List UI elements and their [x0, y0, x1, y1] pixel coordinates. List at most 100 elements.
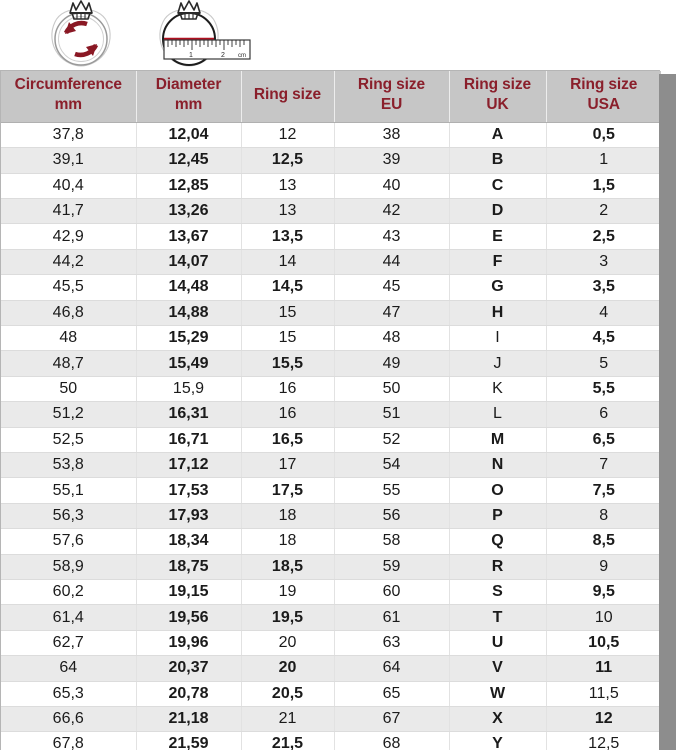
cell-ring-size: 15 [241, 300, 335, 327]
table-row: 67,8 21,59 21,5 68 Y 12,5 [1, 731, 661, 750]
cell-ring-size: 20 [241, 630, 335, 657]
cell-circumference: 48 [1, 325, 137, 352]
header-row: Circumference mm Diameter mm Ring size R… [1, 71, 661, 123]
header-title: Diameter [155, 76, 222, 93]
cell-ring-size-eu: 42 [334, 198, 450, 225]
cell-circumference: 37,8 [1, 122, 137, 149]
cell-ring-size: 18 [241, 528, 335, 555]
cell-ring-size-usa: 9 [546, 554, 661, 580]
cell-circumference: 53,8 [1, 452, 137, 479]
cell-ring-size: 12,5 [241, 147, 335, 174]
cell-ring-size-usa: 10,5 [546, 630, 661, 657]
cell-circumference: 65,3 [1, 681, 137, 707]
cell-diameter: 21,59 [136, 731, 242, 750]
cell-ring-size-uk: T [449, 604, 547, 631]
cell-ring-size-usa: 2,5 [546, 223, 661, 250]
table-row: 41,7 13,26 13 42 D 2 [1, 198, 661, 225]
table-row: 57,6 18,34 18 58 Q 8,5 [1, 528, 661, 555]
cell-ring-size-uk: C [449, 173, 547, 200]
cell-ring-size-usa: 5,5 [546, 376, 661, 403]
cell-ring-size-uk: L [449, 401, 547, 428]
cell-diameter: 12,85 [136, 173, 242, 200]
cell-diameter: 19,15 [136, 579, 242, 606]
cell-diameter: 15,9 [136, 376, 242, 403]
header-title: Circumference [14, 76, 122, 93]
cell-ring-size-usa: 3 [546, 249, 661, 276]
column-header-ring-size: Ring size [241, 71, 335, 123]
column-header-circumference: Circumference mm [1, 71, 137, 123]
cell-ring-size-uk: S [449, 579, 547, 606]
cell-ring-size: 19 [241, 579, 335, 606]
cell-diameter: 12,04 [136, 122, 242, 149]
ring-diameter-icon: 1 2 cm [146, 0, 262, 70]
cell-ring-size-eu: 45 [334, 274, 450, 301]
cell-diameter: 21,18 [136, 706, 242, 733]
ring-size-table-container: Circumference mm Diameter mm Ring size R… [0, 70, 661, 750]
cell-diameter: 18,75 [136, 554, 242, 580]
cell-ring-size-usa: 4,5 [546, 325, 661, 352]
cell-ring-size-eu: 68 [334, 731, 450, 750]
header-title: Ring size [463, 76, 532, 93]
cell-circumference: 48,7 [1, 350, 137, 377]
cell-ring-size-usa: 9,5 [546, 579, 661, 606]
cell-circumference: 40,4 [1, 173, 137, 200]
cell-ring-size: 17,5 [241, 477, 335, 504]
cell-diameter: 20,78 [136, 681, 242, 707]
cell-ring-size-uk: F [449, 249, 547, 276]
cell-ring-size: 18,5 [241, 554, 335, 580]
table-row: 48,7 15,49 15,5 49 J 5 [1, 350, 661, 377]
cell-diameter: 17,53 [136, 477, 242, 504]
column-header-ring-size-uk: Ring size UK [449, 71, 547, 123]
table-row: 40,4 12,85 13 40 C 1,5 [1, 173, 661, 200]
header-sub: EU [380, 96, 403, 114]
cell-ring-size-eu: 47 [334, 300, 450, 327]
cell-circumference: 41,7 [1, 198, 137, 225]
header-sub: mm [54, 96, 82, 114]
cell-ring-size-usa: 11,5 [546, 681, 661, 707]
cell-ring-size-uk: G [449, 274, 547, 301]
cell-diameter: 20,37 [136, 655, 242, 682]
cell-circumference: 64 [1, 655, 137, 682]
cell-ring-size-eu: 52 [334, 427, 450, 453]
cell-ring-size-usa: 3,5 [546, 274, 661, 301]
cell-ring-size-uk: O [449, 477, 547, 504]
cell-circumference: 56,3 [1, 503, 137, 530]
cell-ring-size-usa: 1,5 [546, 173, 661, 200]
cell-circumference: 46,8 [1, 300, 137, 327]
cell-ring-size-uk: U [449, 630, 547, 657]
cell-circumference: 58,9 [1, 554, 137, 580]
cell-ring-size-eu: 49 [334, 350, 450, 377]
cell-ring-size-eu: 38 [334, 122, 450, 149]
cell-circumference: 61,4 [1, 604, 137, 631]
cell-ring-size-usa: 11 [546, 655, 661, 682]
cell-ring-size-uk: V [449, 655, 547, 682]
cell-circumference: 42,9 [1, 223, 137, 250]
cell-ring-size-eu: 58 [334, 528, 450, 555]
table-row: 60,2 19,15 19 60 S 9,5 [1, 579, 661, 606]
cell-circumference: 52,5 [1, 427, 137, 453]
cell-ring-size: 21 [241, 706, 335, 733]
table-row: 45,5 14,48 14,5 45 G 3,5 [1, 274, 661, 301]
table-row: 37,8 12,04 12 38 A 0,5 [1, 122, 661, 149]
cell-ring-size-usa: 4 [546, 300, 661, 327]
cell-circumference: 60,2 [1, 579, 137, 606]
table-row: 64 20,37 20 64 V 11 [1, 655, 661, 682]
cell-ring-size-usa: 2 [546, 198, 661, 225]
cell-ring-size-usa: 1 [546, 147, 661, 174]
cell-ring-size-eu: 43 [334, 223, 450, 250]
cell-ring-size-eu: 64 [334, 655, 450, 682]
cell-ring-size-uk: D [449, 198, 547, 225]
cell-diameter: 17,93 [136, 503, 242, 530]
cell-ring-size-eu: 50 [334, 376, 450, 403]
column-header-ring-size-usa: Ring size USA [546, 71, 661, 123]
cell-ring-size: 17 [241, 452, 335, 479]
cell-ring-size-eu: 63 [334, 630, 450, 657]
table-head: Circumference mm Diameter mm Ring size R… [1, 71, 661, 123]
cell-ring-size-uk: K [449, 376, 547, 403]
table-row: 51,2 16,31 16 51 L 6 [1, 401, 661, 428]
cell-diameter: 18,34 [136, 528, 242, 555]
header-sub: mm [174, 96, 203, 114]
header-sub: UK [486, 96, 509, 114]
cell-ring-size: 15 [241, 325, 335, 352]
cell-ring-size: 13 [241, 198, 335, 225]
